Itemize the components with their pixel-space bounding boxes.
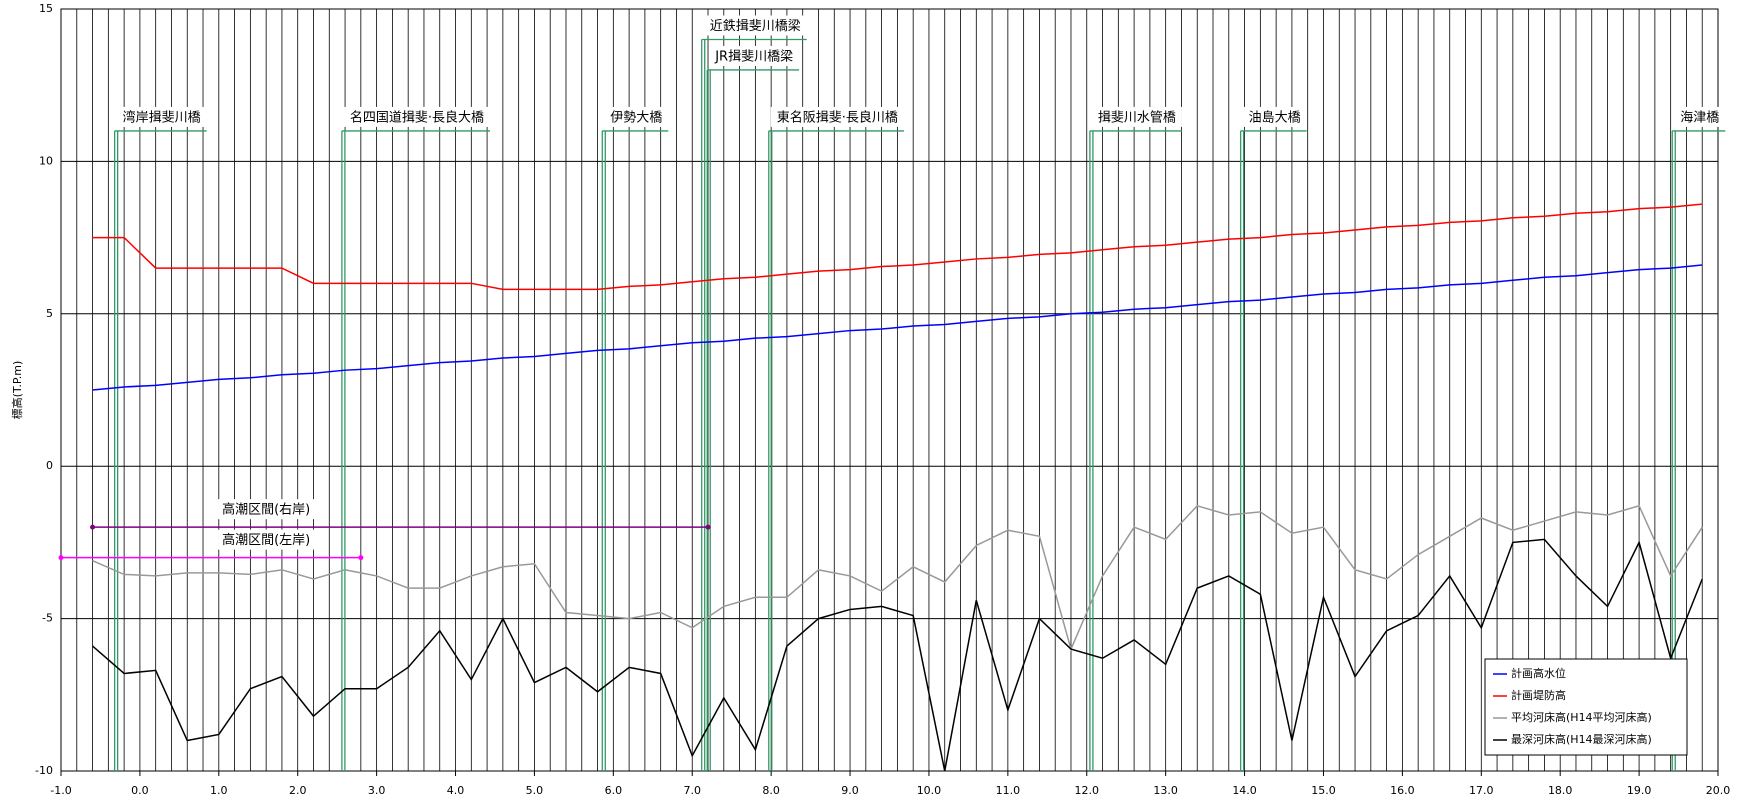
bridge-label-bg [1091, 106, 1182, 127]
legend-label: 平均河床高(H14平均河床高) [1511, 710, 1652, 724]
bridge-label-bg [770, 106, 904, 127]
plot-area [60, 8, 1719, 772]
x-tick-label: 2.0 [289, 784, 307, 797]
bridge-label-bg [116, 106, 207, 127]
y-tick-label: 5 [46, 307, 53, 320]
y-tick-label: 10 [39, 154, 53, 167]
x-tick-label: 12.0 [1075, 784, 1100, 797]
x-tick-label: 16.0 [1390, 784, 1415, 797]
bridge-label: 揖斐川水管橋 [1098, 110, 1176, 125]
x-tick-label: 7.0 [683, 784, 701, 797]
x-tick-label: 13.0 [1153, 784, 1178, 797]
x-tick-label: 3.0 [368, 784, 386, 797]
section-end [705, 524, 711, 530]
y-axis-label: 標高(T.P.m) [10, 361, 24, 420]
x-tick-label: 1.0 [210, 784, 228, 797]
bridge-label: 海津橋 [1680, 110, 1719, 125]
y-tick-label: 0 [46, 459, 53, 472]
bridge-label-bg [343, 106, 491, 127]
x-tick-label: 19.0 [1627, 784, 1652, 797]
bridge-label-bg [703, 15, 807, 36]
x-tick-label: 15.0 [1311, 784, 1336, 797]
x-tick-label: 8.0 [762, 784, 780, 797]
bridge-label: 東名阪揖斐·長良川橋 [777, 109, 898, 125]
section-end [358, 555, 364, 561]
bridge-label: 伊勢大橋 [610, 110, 662, 125]
x-tick-label: 6.0 [605, 784, 623, 797]
x-tick-label: 18.0 [1548, 784, 1573, 797]
bridge-label-bg [1242, 106, 1307, 127]
x-tick-label: 9.0 [841, 784, 859, 797]
bridge-label-bg [1674, 106, 1726, 127]
x-tick-label: -1.0 [50, 784, 71, 797]
x-tick-label: 14.0 [1232, 784, 1257, 797]
x-tick-label: 0.0 [131, 784, 149, 797]
section-label: 高潮区間(左岸) [222, 532, 310, 548]
series-line [92, 203, 1703, 291]
section-label-bg [218, 499, 315, 520]
legend-box [1484, 658, 1688, 756]
bridge-label-bg [709, 45, 800, 66]
section-label-bg [218, 529, 315, 550]
section-end [90, 524, 96, 530]
y-tick-label: -5 [42, 612, 53, 625]
bridge-label: 油島大橋 [1249, 110, 1301, 125]
y-tick-label: 15 [39, 2, 53, 15]
legend-label: 最深河床高(H14最深河床高) [1511, 732, 1652, 746]
section-end [58, 555, 64, 561]
y-tick-label: -10 [35, 764, 53, 777]
series-line [92, 504, 1703, 652]
bridge-label: 湾岸揖斐川橋 [123, 109, 201, 125]
series-line [92, 538, 1703, 772]
legend-label: 計画高水位 [1511, 666, 1566, 680]
bridge-label-bg [604, 106, 669, 127]
x-tick-label: 20.0 [1706, 784, 1731, 797]
legend-label: 計画堤防高 [1511, 688, 1566, 702]
x-tick-label: 4.0 [447, 784, 465, 797]
x-tick-label: 5.0 [526, 784, 544, 797]
bridge-label: 近鉄揖斐川橋梁 [710, 19, 801, 34]
x-tick-label: 10.0 [917, 784, 942, 797]
bridge-label: JR揖斐川橋梁 [714, 49, 793, 64]
bridge-label: 名四国道揖斐·長良大橋 [350, 109, 484, 125]
series-line [92, 264, 1703, 391]
x-tick-label: 17.0 [1469, 784, 1494, 797]
x-tick-label: 11.0 [996, 784, 1021, 797]
section-label: 高潮区間(右岸) [222, 502, 310, 518]
